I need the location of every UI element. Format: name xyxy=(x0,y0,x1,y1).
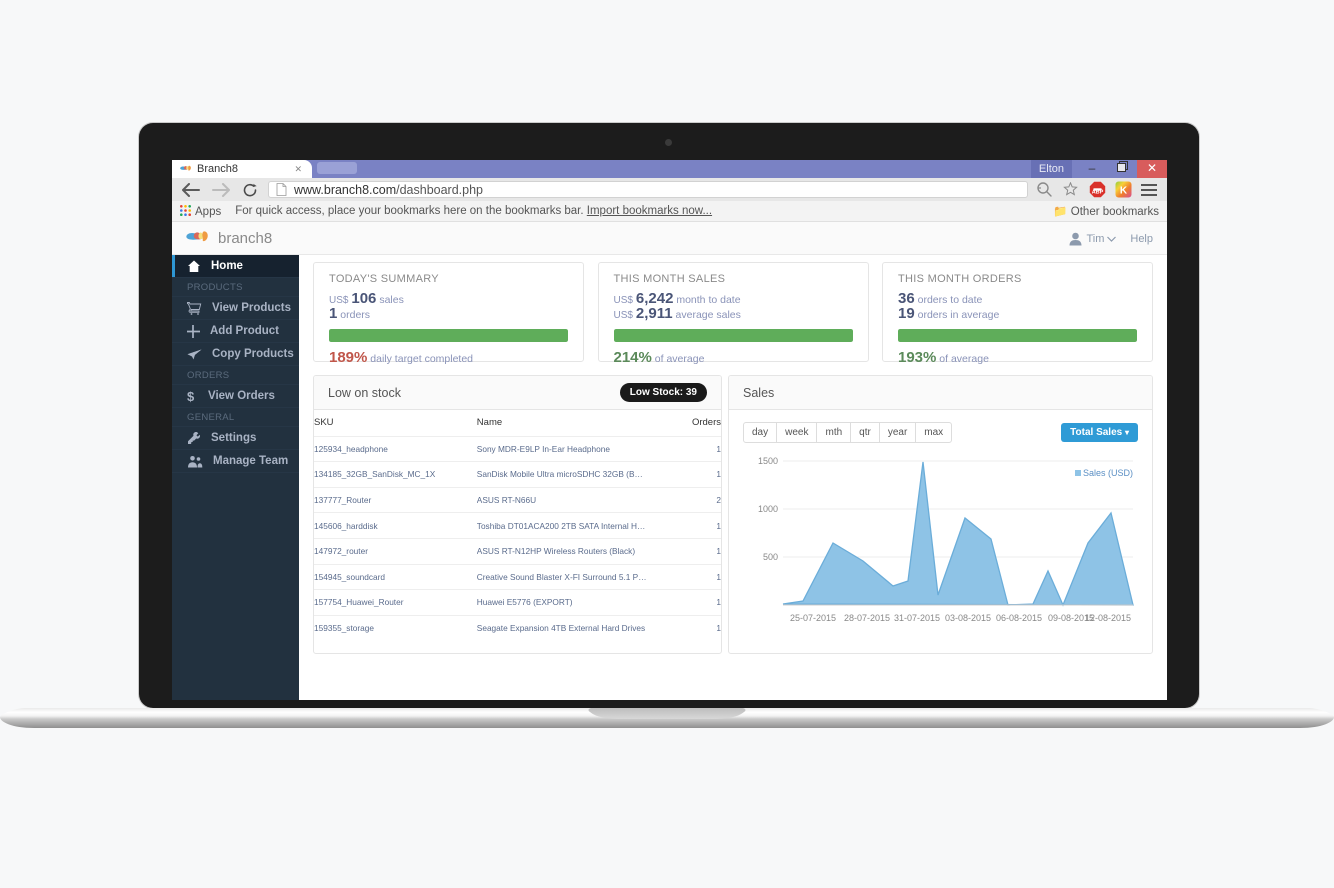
svg-text:1000: 1000 xyxy=(758,504,778,514)
svg-text:12-08-2015: 12-08-2015 xyxy=(1085,613,1131,623)
svg-text:25-07-2015: 25-07-2015 xyxy=(790,613,836,623)
svg-text:500: 500 xyxy=(763,552,778,562)
svg-text:31-07-2015: 31-07-2015 xyxy=(894,613,940,623)
svg-text:06-08-2015: 06-08-2015 xyxy=(996,613,1042,623)
svg-text:K: K xyxy=(1120,186,1128,197)
svg-text:$: $ xyxy=(187,389,195,404)
svg-text:ABP: ABP xyxy=(1092,190,1104,196)
svg-text:28-07-2015: 28-07-2015 xyxy=(844,613,890,623)
svg-text:03-08-2015: 03-08-2015 xyxy=(945,613,991,623)
svg-text:1500: 1500 xyxy=(758,456,778,466)
svg-text:Sales (USD): Sales (USD) xyxy=(1083,468,1133,478)
